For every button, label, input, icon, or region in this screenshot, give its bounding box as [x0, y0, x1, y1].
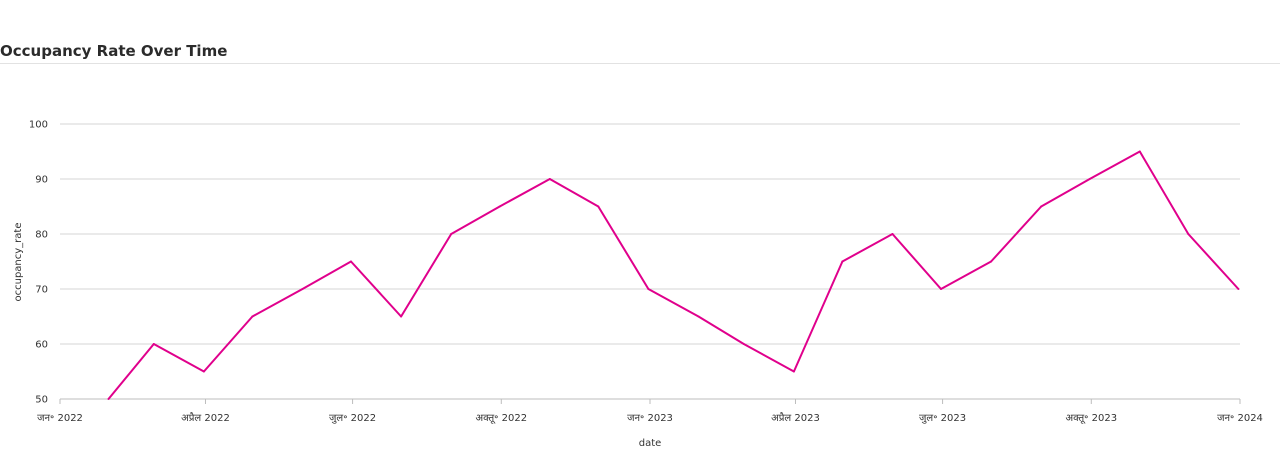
data-point — [107, 398, 110, 400]
y-tick-label: 50 — [35, 395, 48, 406]
x-axis: जन॰ 2022 अप्रैल 2022 जुल॰ 2022 अक्तू॰ 2022 ज… — [37, 399, 1263, 424]
x-tick-label: अक्तू॰ 2023 — [1065, 413, 1117, 424]
data-point — [1040, 205, 1043, 208]
data-point — [152, 343, 155, 345]
y-tick-label: 60 — [35, 340, 48, 351]
data-point — [301, 288, 304, 290]
x-tick-label: जन॰ 2024 — [1217, 413, 1263, 424]
data-point — [939, 288, 942, 290]
x-axis-label: date — [639, 438, 662, 449]
data-point — [841, 260, 844, 263]
data-point — [251, 315, 254, 318]
data-point — [1237, 288, 1240, 290]
data-point — [1138, 150, 1141, 153]
data-point — [349, 260, 352, 263]
data-point — [792, 370, 795, 373]
y-axis-ticks: 50 60 70 80 90 100 — [29, 120, 48, 406]
data-point — [498, 205, 501, 208]
data-point — [891, 233, 894, 235]
series-line — [107, 150, 1240, 400]
x-tick-label: जुल॰ 2022 — [329, 413, 376, 424]
data-point — [697, 315, 700, 318]
y-tick-label: 70 — [35, 285, 48, 296]
data-point — [647, 288, 650, 290]
y-tick-label: 90 — [35, 175, 48, 186]
data-point — [597, 205, 600, 208]
data-point — [1088, 178, 1091, 180]
y-tick-label: 100 — [29, 120, 48, 131]
data-point — [990, 260, 993, 263]
chart-header: Occupancy Rate Over Time — [0, 0, 1280, 64]
chart-title: Occupancy Rate Over Time — [0, 42, 228, 60]
x-tick-label: जुल॰ 2023 — [919, 413, 966, 424]
series-group — [107, 150, 1240, 400]
x-tick-label: अप्रैल 2022 — [181, 412, 230, 424]
data-point — [400, 315, 403, 318]
data-point — [450, 233, 453, 235]
data-point — [1187, 233, 1190, 235]
data-point — [202, 370, 205, 373]
x-tick-label: अप्रैल 2023 — [771, 412, 820, 424]
data-point — [548, 178, 551, 180]
grid-lines — [60, 123, 1240, 400]
y-tick-label: 80 — [35, 230, 48, 241]
x-tick-label: जन॰ 2022 — [37, 413, 83, 424]
data-point — [742, 343, 745, 345]
x-tick-label: जन॰ 2023 — [627, 413, 673, 424]
y-axis-label: occupancy_rate — [13, 223, 24, 302]
x-tick-label: अक्तू॰ 2022 — [475, 413, 527, 424]
